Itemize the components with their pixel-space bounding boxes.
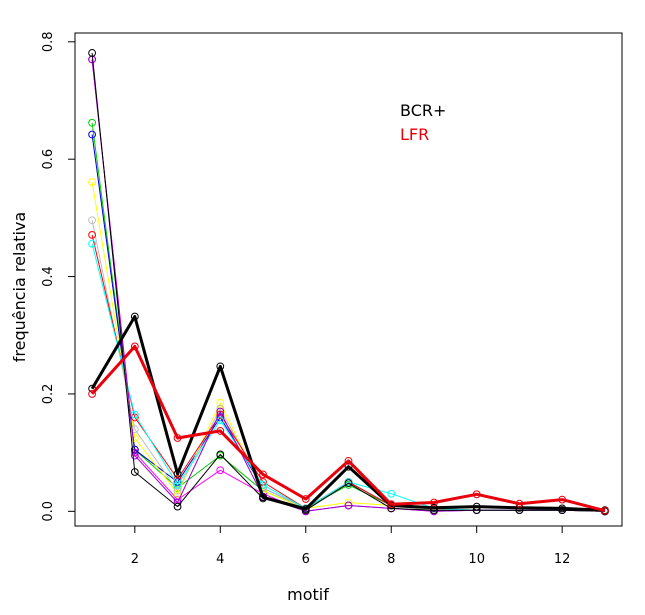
data-point xyxy=(430,498,438,507)
data-point xyxy=(130,425,139,434)
data-point xyxy=(130,342,139,351)
data-point xyxy=(88,49,96,57)
data-point xyxy=(130,451,139,460)
data-point xyxy=(216,427,225,435)
data-point xyxy=(130,410,139,419)
series-5 xyxy=(88,230,609,516)
series-layer xyxy=(88,49,609,516)
data-point xyxy=(344,456,353,465)
legend-label-lfr: LFR xyxy=(400,125,429,144)
series-line xyxy=(90,344,606,513)
axes-layer: 2 4 6 8 10 12 0.0 0.2 0.4 0.6 0.8 xyxy=(41,31,570,567)
y-axis-title: frequência relativa xyxy=(10,212,29,362)
x-tick-label: 2 xyxy=(131,552,139,567)
data-point xyxy=(259,493,267,502)
data-point xyxy=(216,450,225,459)
x-axis-title: motif xyxy=(287,585,329,604)
data-point xyxy=(344,501,353,510)
series-9 xyxy=(88,312,609,515)
data-point xyxy=(130,312,139,321)
data-point xyxy=(472,502,481,511)
data-point xyxy=(301,505,310,513)
data-point xyxy=(88,178,96,186)
x-tick-label: 12 xyxy=(554,552,571,567)
data-point xyxy=(472,490,481,499)
series-10 xyxy=(88,342,609,515)
data-point xyxy=(88,216,96,225)
series-1 xyxy=(88,118,609,516)
legend-label-bcr: BCR+ xyxy=(400,101,446,120)
x-tick-label: 6 xyxy=(302,552,310,567)
data-point xyxy=(601,506,609,515)
y-tick-label: 0.4 xyxy=(41,266,56,287)
data-point xyxy=(216,407,225,416)
y-tick-label: 0.0 xyxy=(41,501,56,522)
data-point xyxy=(259,470,267,479)
x-tick-label: 10 xyxy=(468,552,485,567)
data-point xyxy=(88,230,96,239)
data-point xyxy=(558,504,567,513)
x-tick-label: 8 xyxy=(387,552,395,567)
series-7 xyxy=(88,55,609,516)
data-point xyxy=(173,502,182,511)
data-point xyxy=(173,469,182,478)
data-point xyxy=(558,495,567,504)
data-point xyxy=(130,468,139,476)
data-point xyxy=(216,362,225,371)
data-point xyxy=(173,481,182,489)
series-line xyxy=(91,134,605,512)
series-line xyxy=(91,52,605,512)
data-point xyxy=(387,500,396,509)
data-point xyxy=(173,486,182,495)
data-point xyxy=(88,118,96,127)
data-point xyxy=(430,503,438,512)
y-tick-label: 0.8 xyxy=(41,31,56,52)
x-tick-label: 4 xyxy=(216,552,224,567)
series-8 xyxy=(88,49,609,516)
plot-frame xyxy=(74,32,623,527)
data-point xyxy=(88,130,96,139)
data-point xyxy=(301,495,310,503)
series-line xyxy=(91,122,605,512)
series-line xyxy=(91,243,605,512)
data-point xyxy=(344,479,353,488)
y-tick-label: 0.6 xyxy=(41,149,56,170)
y-tick-label: 0.2 xyxy=(41,384,56,405)
data-point xyxy=(216,410,225,419)
data-point xyxy=(173,434,182,442)
data-point xyxy=(387,489,396,498)
data-point xyxy=(216,398,225,407)
series-line xyxy=(90,315,605,512)
data-point xyxy=(515,499,524,508)
data-point xyxy=(216,466,225,475)
series-0 xyxy=(88,55,609,516)
data-point xyxy=(88,390,96,398)
data-point xyxy=(216,416,225,425)
data-point xyxy=(344,462,353,471)
data-point xyxy=(88,239,96,248)
